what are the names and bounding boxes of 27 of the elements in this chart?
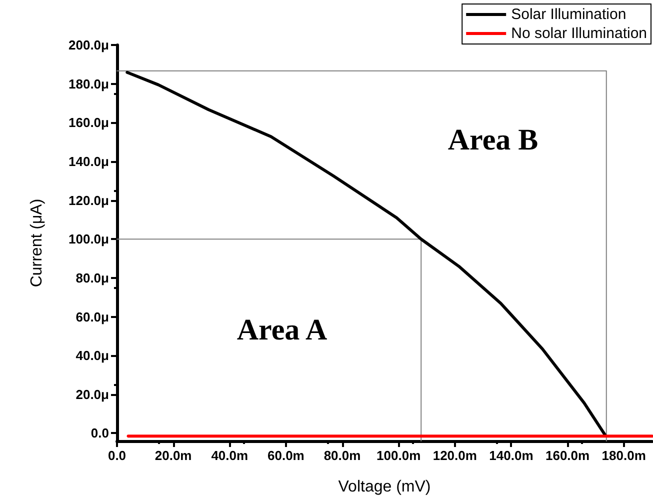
y-tick-label: 20.0μ (76, 386, 110, 402)
y-tick-label: 200.0μ (68, 38, 110, 52)
y-tick-label: 60.0μ (76, 309, 110, 324)
x-tick-label: 60.0m (268, 448, 304, 463)
legend-label: No solar Illumination (511, 25, 648, 42)
x-tick-label: 20.0m (154, 448, 192, 463)
y-axis-title: Current (μA) (28, 198, 46, 288)
y-tick-label: 80.0μ (76, 270, 110, 286)
x-axis-title: Voltage (mV) (338, 478, 431, 496)
annotation: Area A (236, 314, 328, 346)
y-tick-label: 0.0 (90, 426, 109, 441)
x-tick-label: 140.0m (489, 448, 534, 463)
y-tick-label: 40.0μ (76, 348, 110, 364)
y-tick-label: 120.0μ (68, 192, 110, 208)
y-tick-label: 100.0μ (68, 232, 110, 247)
y-tick-label: 160.0μ (68, 115, 110, 130)
x-tick-label: 100.0m (376, 448, 421, 463)
x-tick-label: 80.0m (324, 448, 361, 463)
legend-label: Solar Illumination (511, 6, 626, 23)
x-tick-label: 180.0m (602, 448, 646, 463)
y-tick-label: 140.0μ (68, 154, 110, 169)
annotation: Area B (448, 124, 538, 156)
x-tick-label: 0.0 (108, 448, 126, 463)
x-tick-label: 160.0m (545, 448, 590, 463)
x-tick-label: 40.0m (211, 448, 248, 463)
y-tick-label: 180.0μ (68, 76, 110, 92)
x-tick-label: 120.0m (432, 448, 477, 463)
